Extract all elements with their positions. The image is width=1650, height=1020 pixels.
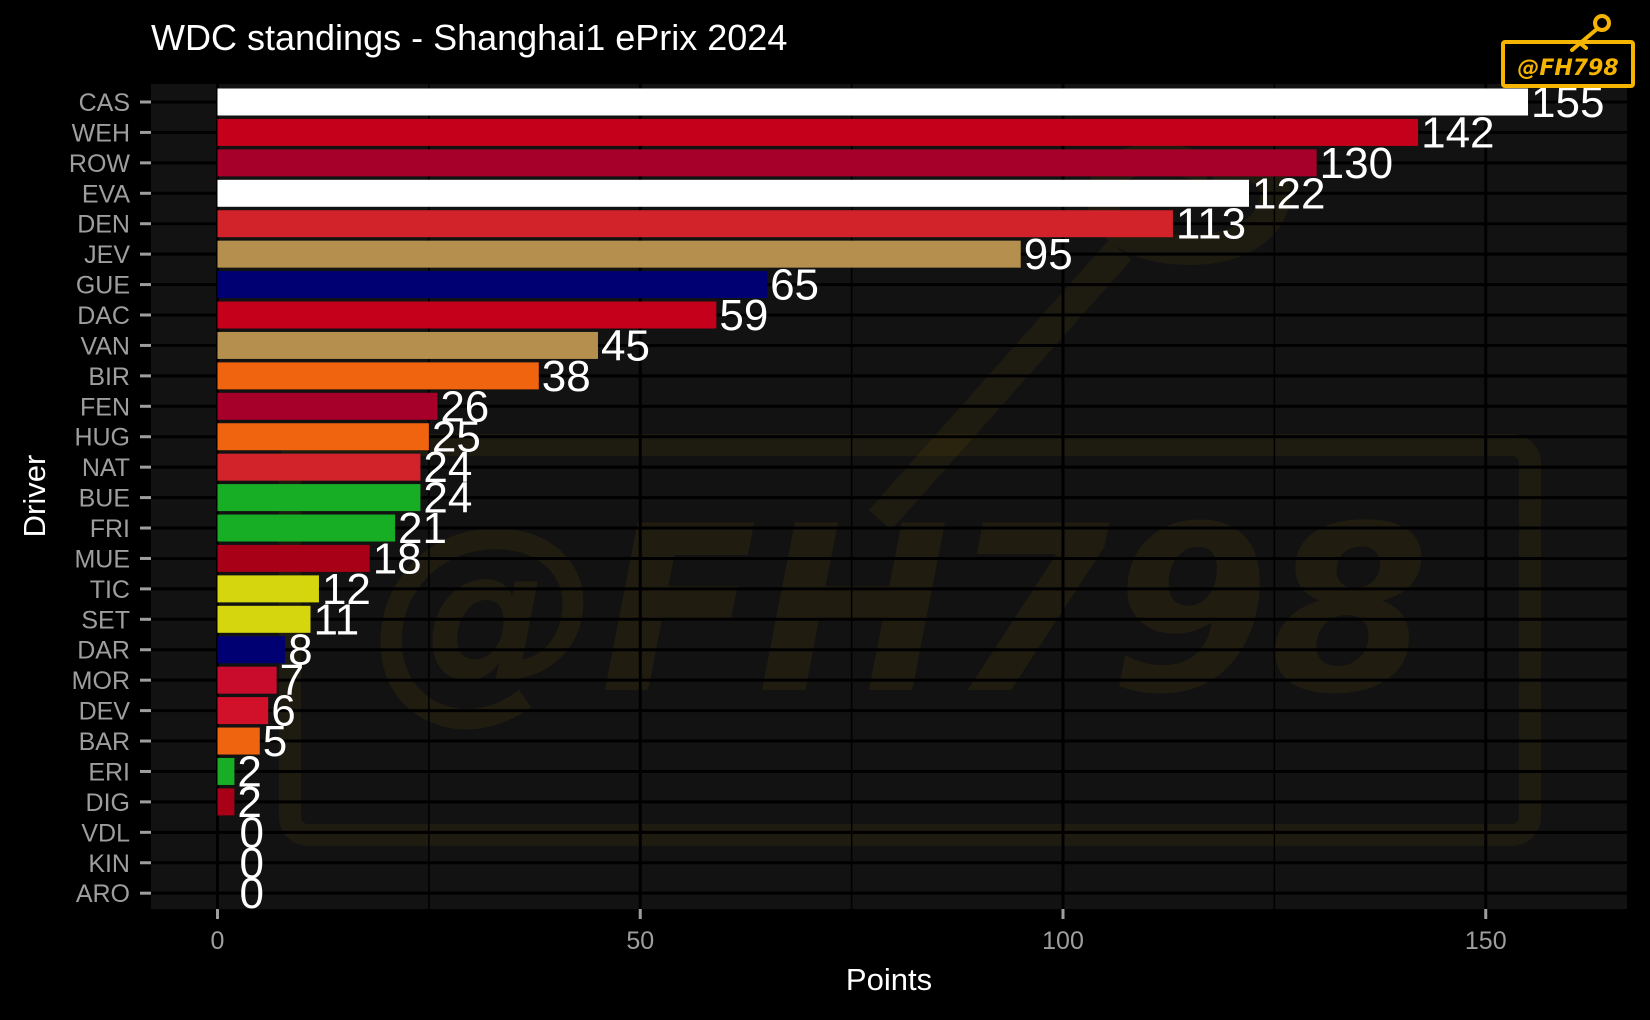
y-tick-label-eri: ERI (88, 758, 130, 786)
x-tick-label-0: 0 (211, 927, 225, 955)
bar-tic (217, 575, 319, 603)
value-label-dac: 59 (719, 291, 768, 340)
value-label-dig: 2 (237, 778, 261, 827)
y-tick-label-dar: DAR (77, 637, 130, 665)
y-tick-label-bir: BIR (88, 363, 130, 391)
logo-lettering: @FH798 (1517, 56, 1618, 81)
bar-fen (217, 392, 438, 420)
chart-title: WDC standings - Shanghai1 ePrix 2024 (151, 17, 787, 58)
key-icon (1570, 14, 1611, 52)
value-label-fen: 26 (440, 382, 489, 431)
value-label-aro: 0 (240, 869, 264, 918)
y-tick-label-dac: DAC (77, 302, 130, 330)
y-tick-label-dig: DIG (86, 789, 130, 817)
brand-logo: @FH798 (1501, 14, 1635, 88)
bar-nat (217, 453, 421, 481)
y-tick-label-dev: DEV (79, 698, 131, 726)
bar-mue (217, 544, 370, 572)
y-tick-label-nat: NAT (82, 454, 130, 482)
value-label-set: 11 (314, 595, 360, 644)
x-tick-label-100: 100 (1042, 927, 1084, 955)
bars (217, 88, 1529, 816)
value-label-hug: 25 (432, 413, 481, 462)
bar-gue (217, 271, 768, 299)
bar-dev (217, 697, 269, 725)
bar-bar (217, 727, 260, 755)
value-label-eri: 2 (237, 747, 261, 796)
y-tick-label-tic: TIC (90, 576, 130, 604)
value-label-fri: 21 (398, 504, 447, 553)
y-tick-label-aro: ARO (76, 880, 130, 908)
bar-mor (217, 666, 277, 694)
bar-van (217, 331, 598, 359)
bar-hug (217, 423, 429, 451)
value-label-dar: 8 (288, 626, 312, 675)
value-label-weh: 142 (1421, 108, 1494, 157)
bar-bue (217, 484, 421, 512)
y-tick-label-den: DEN (77, 211, 130, 239)
y-axis-title: Driver (17, 455, 52, 538)
bar-cas (217, 88, 1529, 116)
value-label-jev: 95 (1024, 230, 1073, 279)
value-labels: 1551421301221139565594538262524242118121… (237, 78, 1604, 918)
value-label-row: 130 (1320, 139, 1393, 188)
value-label-kin: 0 (240, 839, 264, 888)
y-tick-label-cas: CAS (79, 89, 130, 117)
bar-jev (217, 240, 1021, 268)
bar-row (217, 149, 1317, 177)
y-tick-label-weh: WEH (72, 119, 130, 147)
value-label-bir: 38 (542, 352, 591, 401)
y-tick-label-fen: FEN (80, 393, 130, 421)
y-tick-label-set: SET (81, 606, 130, 634)
value-label-mor: 7 (280, 656, 304, 705)
value-label-vdl: 0 (240, 808, 264, 857)
value-label-dev: 6 (271, 687, 295, 736)
bar-dar (217, 636, 286, 664)
value-label-bue: 24 (423, 474, 472, 523)
y-tick-label-fri: FRI (90, 515, 130, 543)
value-label-eva: 122 (1252, 169, 1325, 218)
y-tick-label-hug: HUG (74, 424, 130, 452)
y-tick-label-bue: BUE (79, 485, 130, 513)
bar-dac (217, 301, 717, 329)
y-tick-label-row: ROW (69, 150, 131, 178)
bar-set (217, 605, 311, 633)
y-tick-label-eva: EVA (82, 180, 130, 208)
x-tick-label-150: 150 (1465, 927, 1507, 955)
bar-fri (217, 514, 396, 542)
value-label-nat: 24 (423, 443, 472, 492)
y-tick-label-jev: JEV (84, 241, 130, 269)
value-label-tic: 12 (322, 565, 371, 614)
value-label-van: 45 (601, 321, 650, 370)
value-label-gue: 65 (770, 261, 819, 310)
background-watermark: @FH798 (279, 143, 1541, 846)
bar-weh (217, 118, 1419, 146)
value-label-bar: 5 (263, 717, 287, 766)
bar-den (217, 210, 1173, 238)
value-label-mue: 18 (373, 534, 422, 583)
bar-eri (217, 757, 235, 785)
value-label-den: 113 (1176, 200, 1246, 249)
y-tick-label-gue: GUE (76, 272, 130, 300)
x-axis-title: Points (846, 962, 932, 997)
y-tick-label-bar: BAR (79, 728, 130, 756)
y-tick-label-vdl: VDL (81, 819, 130, 847)
y-tick-label-van: VAN (80, 332, 130, 360)
y-tick-label-mor: MOR (72, 667, 130, 695)
x-tick-label-50: 50 (626, 927, 654, 955)
x-axis: 0 50 100 150 (211, 909, 1507, 955)
bar-dig (217, 788, 235, 816)
bar-bir (217, 362, 539, 390)
svg-text:@FH798: @FH798 (370, 478, 1430, 745)
bar-eva (217, 179, 1250, 207)
y-tick-label-kin: KIN (88, 850, 130, 878)
y-tick-label-mue: MUE (74, 545, 130, 573)
